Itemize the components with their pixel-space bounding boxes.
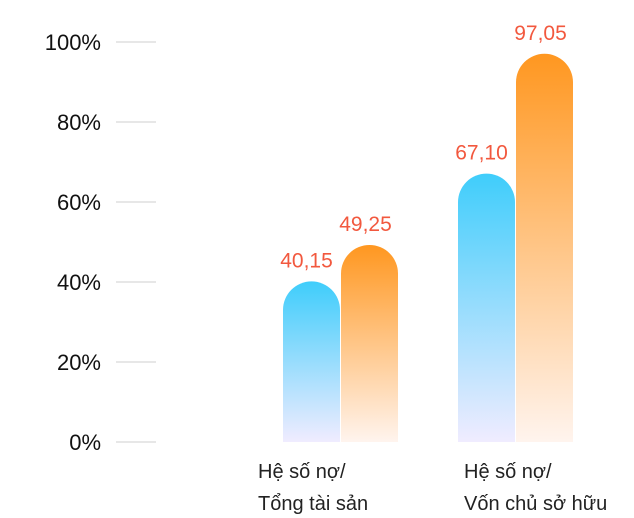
bar [458,173,515,442]
bar [341,244,398,442]
data-labels: 40,15 67,10 49,25 97,05 [280,22,567,273]
data-label: 40,15 [280,249,333,272]
bars [283,53,573,443]
bar [516,53,573,443]
category-label-line1: Hệ số nợ/ [258,461,346,483]
y-tick-label: 20% [57,350,101,375]
y-tick-label: 0% [69,430,101,455]
y-tick-label: 40% [57,270,101,295]
category-label-line2: Vốn chủ sở hữu [464,493,607,515]
data-label: 49,25 [339,213,392,236]
category-label-line2: Tổng tài sản [258,493,368,515]
x-axis: Hệ số nợ/Tổng tài sản Hệ số nợ/Vốn chủ sở… [258,461,607,515]
y-axis: 0% 20% 40% 60% 80% 100% [45,30,156,455]
y-tick-label: 60% [57,190,101,215]
bar [283,281,340,442]
y-tick-label: 100% [45,30,101,55]
category-label-line1: Hệ số nợ/ [464,461,552,483]
y-tick-label: 80% [57,110,101,135]
data-label: 97,05 [514,22,567,45]
data-label: 67,10 [455,142,508,165]
